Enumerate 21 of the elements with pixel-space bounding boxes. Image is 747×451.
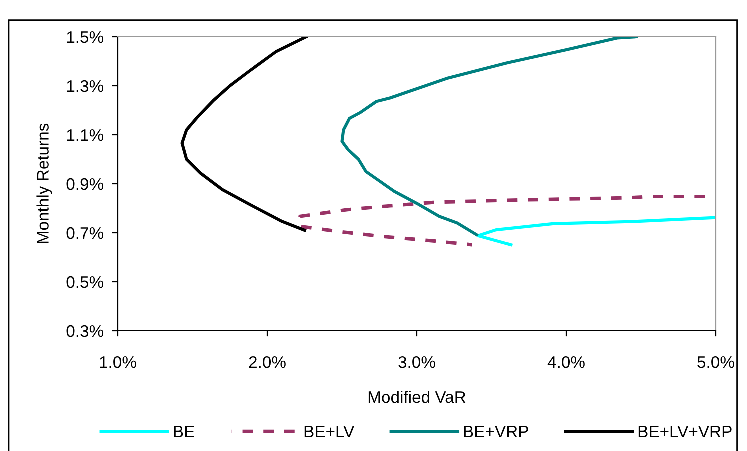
x-tick-label: 3.0%	[398, 356, 436, 368]
x-axis-title: Modified VaR	[368, 390, 466, 404]
legend-label: BE+LV+VRP	[638, 426, 732, 438]
y-tick-label: 1.1%	[67, 129, 104, 142]
y-tick-label: 1.5%	[67, 31, 104, 44]
x-tick-label: 5.0%	[698, 356, 734, 368]
legend-label: BE	[174, 426, 194, 438]
y-tick-label: 0.5%	[66, 276, 104, 288]
y-tick-label: 1.3%	[67, 80, 104, 92]
y-tick-label: 0.3%	[66, 325, 104, 338]
legend-label: BE+VRP	[464, 426, 528, 438]
x-tick-label: 4.0%	[548, 356, 585, 368]
x-tick-label: 1.0%	[100, 356, 136, 368]
line-series	[180, 37, 308, 232]
y-tick-label: 0.9%	[66, 178, 104, 190]
line-series	[476, 216, 716, 247]
legend-label: BE+LV	[304, 426, 355, 438]
y-tick-label: 0.7%	[66, 227, 104, 240]
y-axis-title: Monthly Returns	[36, 124, 52, 244]
x-tick-label: 2.0%	[249, 356, 286, 368]
line-series	[340, 37, 638, 236]
